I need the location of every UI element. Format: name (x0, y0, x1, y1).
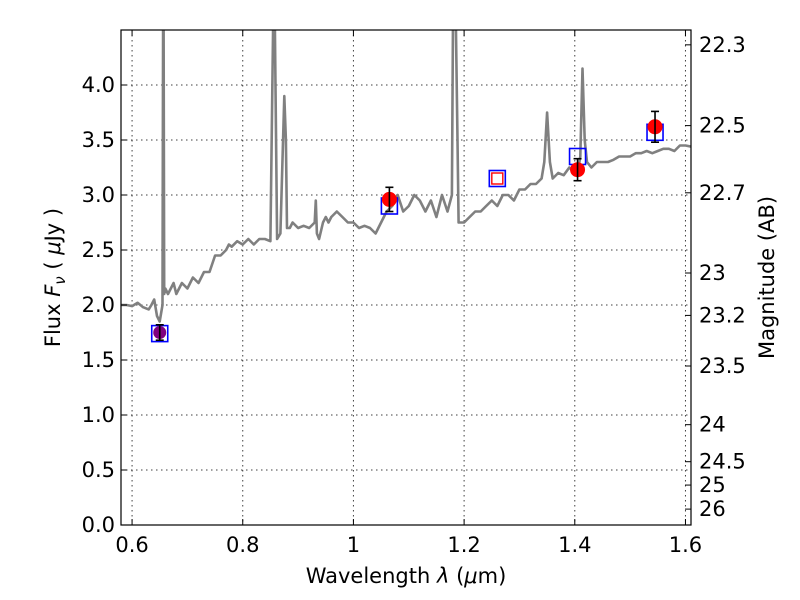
y-tick-label: 2.0 (82, 293, 115, 317)
x-tick-label: 1 (347, 533, 360, 557)
y2-tick-label: 23 (699, 261, 726, 285)
y2-tick-label: 26 (699, 497, 726, 521)
ticks (121, 30, 691, 526)
y-tick-label: 0.5 (82, 458, 115, 482)
spectrum-line (121, 30, 691, 323)
x-tick-label: 0.6 (115, 533, 148, 557)
x-tick-label: 1.6 (669, 533, 702, 557)
y2-tick-label: 22.3 (699, 33, 746, 57)
x-axis-label: Wavelength λ (μm) (306, 564, 507, 588)
spectrum-layer (121, 30, 691, 323)
y2-tick-label: 24.5 (699, 450, 746, 474)
y2-tick-label: 24 (699, 413, 726, 437)
x-tick-label: 0.8 (226, 533, 259, 557)
y-axis-label: Flux Fν ( μJy ) (41, 208, 69, 347)
model-box-inner (491, 172, 504, 185)
x-tick-label: 1.4 (558, 533, 591, 557)
y-tick-label: 2.5 (82, 238, 115, 262)
y2-tick-label: 23.2 (699, 303, 746, 327)
model-box-outer (488, 169, 507, 188)
y2-tick-label: 23.5 (699, 354, 746, 378)
grid (121, 30, 691, 526)
y-tick-label: 3.0 (82, 183, 115, 207)
plot-frame (120, 29, 692, 526)
x-tick-label: 1.2 (447, 533, 480, 557)
tick-labels: 0.6 0.8 1 1.2 1.4 1.6 0.0 0.5 1.0 1.5 2.0 2.5 3.0 3.5… (82, 33, 746, 557)
y2-axis-label: Magnitude (AB) (755, 196, 779, 359)
y2-tick-label: 25 (699, 473, 726, 497)
marker-layer (150, 110, 664, 343)
y2-tick-label: 22.7 (699, 181, 746, 205)
y-tick-label: 3.5 (82, 128, 115, 152)
y-tick-label: 0.0 (82, 513, 115, 537)
y-tick-label: 1.0 (82, 403, 115, 427)
y2-tick-label: 22.5 (699, 114, 746, 138)
y-tick-label: 4.0 (82, 73, 115, 97)
y-tick-label: 1.5 (82, 348, 115, 372)
